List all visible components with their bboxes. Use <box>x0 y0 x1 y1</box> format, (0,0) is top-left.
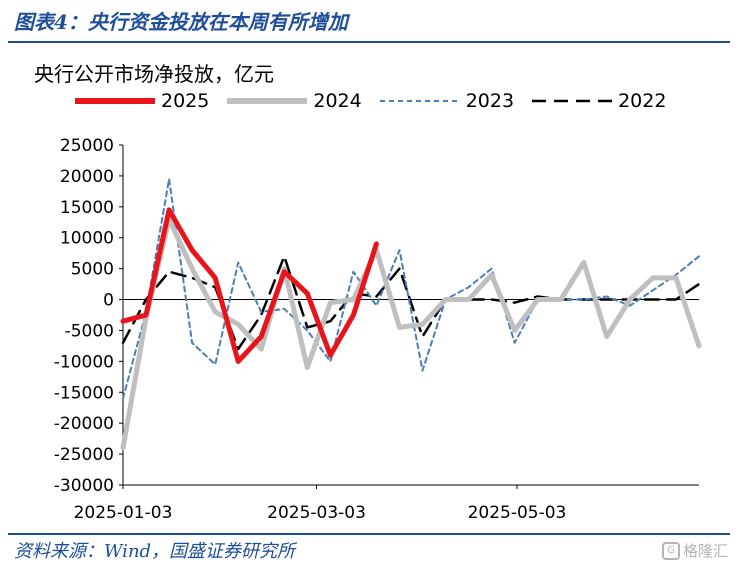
legend-label-2022: 2022 <box>618 90 667 112</box>
y-tick-label: -30000 <box>54 476 114 496</box>
y-tick-label: 0 <box>103 291 114 311</box>
legend-item-2025: 2025 <box>75 90 209 112</box>
series-line-2023 <box>122 178 700 400</box>
source-note: 资料来源：Wind，国盛证券研究所 <box>14 541 296 562</box>
unit-label: 央行公开市场净投放，亿元 <box>34 62 274 86</box>
legend-swatch-2024 <box>227 98 308 104</box>
y-tick-label: 10000 <box>60 229 114 249</box>
y-tick-label: 15000 <box>60 198 114 218</box>
y-tick-label: -25000 <box>54 445 114 465</box>
footer-divider <box>8 533 730 535</box>
watermark-text: 格隆汇 <box>682 542 728 560</box>
x-tick-label: 2025-01-03 <box>74 503 173 523</box>
legend-label-2023: 2023 <box>465 90 515 112</box>
legend-label-2025: 2025 <box>161 90 210 112</box>
y-tick-label: 5000 <box>71 260 114 280</box>
y-tick-label: 20000 <box>60 167 114 187</box>
legend: 2025 2024 2023 2022 <box>75 88 684 114</box>
chart-title: 图表4：央行资金投放在本周有所增加 <box>14 10 348 34</box>
y-tick-label: -5000 <box>65 321 114 341</box>
y-tick-label: 25000 <box>60 136 114 156</box>
y-tick-label: -20000 <box>54 414 114 434</box>
watermark-logo-icon: G <box>661 541 680 560</box>
legend-item-2023: 2023 <box>379 90 515 112</box>
legend-swatch-2023 <box>379 100 460 102</box>
x-tick-label: 2025-03-03 <box>267 503 366 523</box>
y-tick-label: -10000 <box>54 352 114 372</box>
legend-item-2022: 2022 <box>532 90 666 112</box>
title-divider <box>8 41 730 43</box>
y-tick-label: -15000 <box>54 383 114 403</box>
series-line-2025 <box>120 207 379 364</box>
legend-label-2024: 2024 <box>313 90 362 112</box>
legend-swatch-2022 <box>532 99 613 103</box>
legend-swatch-2025 <box>75 98 155 104</box>
x-tick-label: 2025-05-03 <box>468 503 567 523</box>
watermark: G 格隆汇 <box>661 540 728 561</box>
legend-item-2024: 2024 <box>227 90 362 112</box>
series-line-2024 <box>120 216 702 451</box>
